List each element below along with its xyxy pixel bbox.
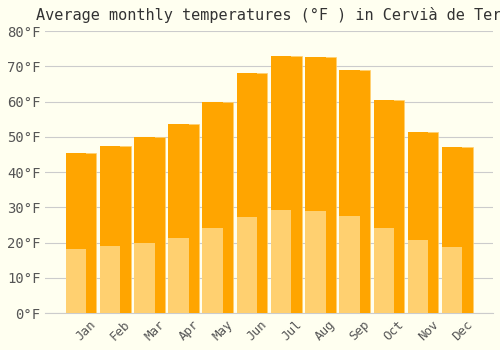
Bar <box>452 147 472 313</box>
Bar <box>168 238 189 313</box>
Bar <box>374 100 394 228</box>
Bar <box>134 243 154 313</box>
Bar <box>305 211 326 313</box>
Bar <box>408 240 428 313</box>
Bar <box>144 137 165 313</box>
Bar <box>305 57 326 211</box>
Bar <box>247 74 268 313</box>
Bar <box>202 229 223 313</box>
Bar <box>178 125 199 313</box>
Bar <box>100 246 120 313</box>
Bar <box>442 247 462 313</box>
Bar <box>76 153 96 313</box>
Bar <box>236 217 257 313</box>
Bar <box>281 56 301 313</box>
Bar <box>374 228 394 313</box>
Title: Average monthly temperatures (°F ) in Cervià de Ter: Average monthly temperatures (°F ) in Ce… <box>36 7 500 23</box>
Bar <box>66 153 86 249</box>
Bar <box>418 132 438 313</box>
Bar <box>340 70 360 216</box>
Bar <box>384 100 404 313</box>
Bar <box>350 70 370 313</box>
Bar <box>442 147 462 247</box>
Bar <box>212 102 234 313</box>
Bar <box>316 57 336 313</box>
Bar <box>271 210 291 313</box>
Bar <box>202 102 223 229</box>
Bar <box>134 137 154 243</box>
Bar <box>110 146 130 313</box>
Bar <box>340 216 360 313</box>
Bar <box>271 56 291 210</box>
Bar <box>236 74 257 217</box>
Bar <box>100 146 120 246</box>
Bar <box>66 249 86 313</box>
Bar <box>168 125 189 238</box>
Bar <box>408 132 428 240</box>
